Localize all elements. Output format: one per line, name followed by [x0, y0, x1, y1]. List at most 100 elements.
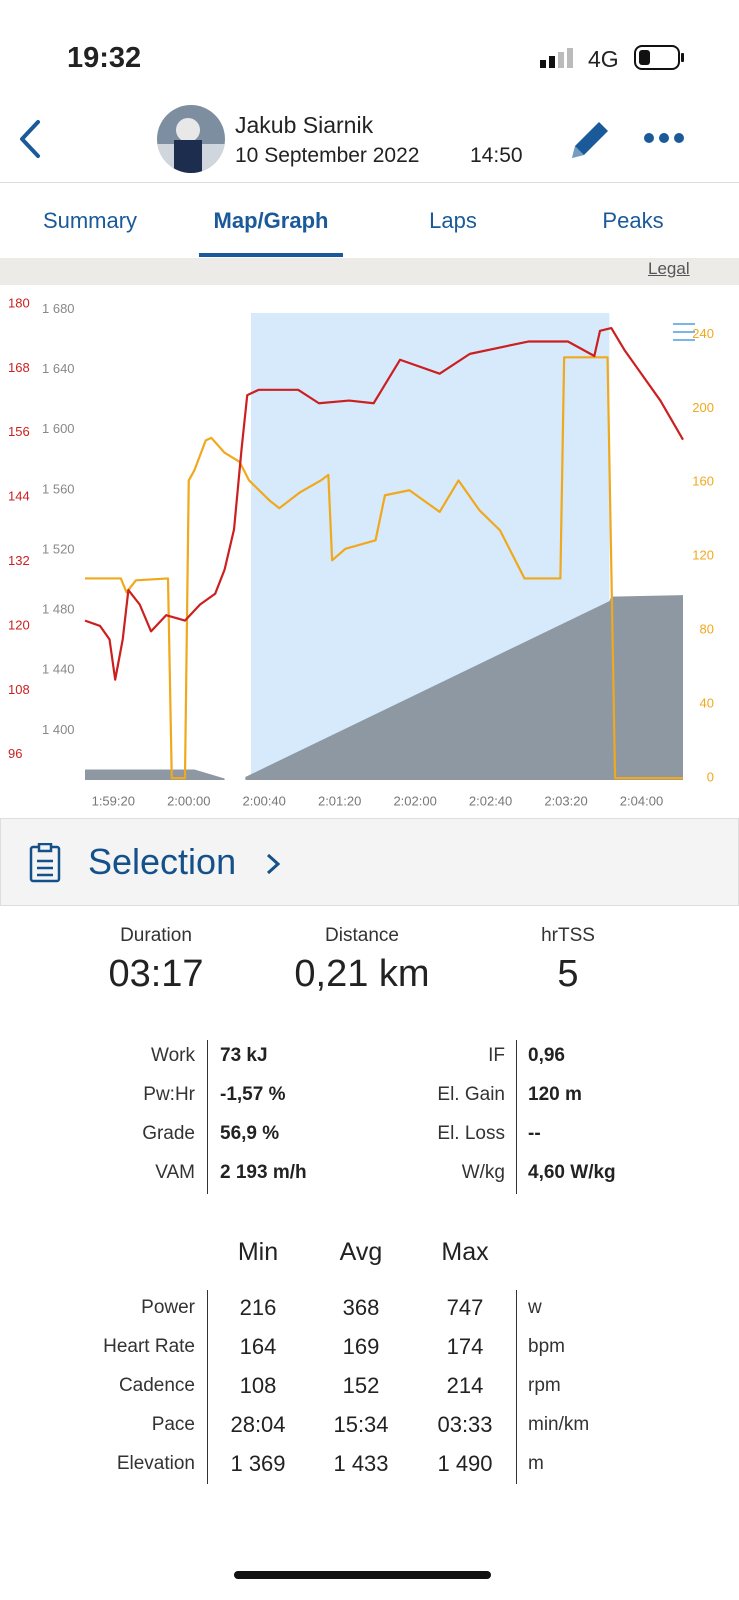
stats-min: 1 369 — [230, 1451, 286, 1476]
elevation-tick-label: 1 560 — [42, 481, 75, 496]
detail-label: Grade — [142, 1123, 195, 1144]
stats-label: Pace — [151, 1414, 195, 1435]
power-tick-label: 120 — [692, 548, 714, 563]
back-button[interactable] — [14, 118, 44, 160]
stats-header: Min — [237, 1238, 279, 1266]
stats-min: 28:04 — [230, 1412, 286, 1437]
x-tick-label: 2:03:20 — [544, 793, 587, 808]
power-tick-label: 240 — [692, 326, 714, 341]
divider — [207, 1040, 208, 1194]
map-strip[interactable]: Legal — [0, 258, 739, 285]
x-tick-label: 2:04:00 — [620, 793, 663, 808]
hr-tick-label: 132 — [8, 553, 30, 568]
hr-tick-label: 96 — [8, 746, 22, 761]
home-indicator — [234, 1571, 491, 1579]
detail-label: W/kg — [461, 1162, 505, 1183]
status-time: 19:32 — [67, 42, 142, 74]
stats-unit: min/km — [528, 1414, 590, 1435]
x-tick-label: 2:02:40 — [469, 793, 512, 808]
detail-label: Pw:Hr — [143, 1084, 195, 1105]
active-tab-indicator — [199, 253, 343, 257]
summary-value: 0,21 km — [294, 953, 430, 995]
stats-avg: 152 — [342, 1373, 380, 1398]
stats-avg: 169 — [342, 1334, 380, 1359]
detail-value: 4,60 W/kg — [528, 1162, 616, 1183]
selection-title[interactable]: Selection — [88, 841, 237, 882]
hr-tick-label: 108 — [8, 682, 30, 697]
stats-label: Cadence — [118, 1375, 195, 1396]
heart-rate-line — [84, 327, 684, 681]
stats-avg: 368 — [342, 1295, 380, 1320]
elevation-tick-label: 1 600 — [42, 421, 75, 436]
power-tick-label: 0 — [707, 770, 714, 785]
stats-label: Elevation — [116, 1453, 195, 1474]
power-tick-label: 80 — [700, 622, 714, 637]
x-tick-label: 2:02:00 — [393, 793, 436, 808]
stats-max: 1 490 — [437, 1451, 493, 1476]
summary-label: Distance — [325, 925, 399, 946]
power-tick-label: 200 — [692, 400, 714, 415]
selection-bar[interactable]: Selection — [0, 818, 739, 906]
divider — [516, 1040, 517, 1194]
stats-min: 164 — [239, 1334, 277, 1359]
summary-value: 03:17 — [108, 953, 204, 995]
detail-value: 73 kJ — [220, 1045, 268, 1066]
summary-label: Duration — [120, 925, 192, 946]
x-tick-label: 2:00:40 — [243, 793, 286, 808]
stats-max: 214 — [446, 1373, 484, 1398]
power-tick-label: 40 — [700, 696, 714, 711]
stats-label: Power — [141, 1297, 195, 1318]
detail-label: El. Gain — [437, 1084, 505, 1105]
tab[interactable]: Map/Graph — [213, 208, 329, 233]
chart-menu[interactable] — [672, 322, 696, 342]
edit-button[interactable] — [566, 116, 612, 164]
hr-tick-label: 168 — [8, 360, 30, 375]
elevation-tick-label: 1 520 — [42, 541, 75, 556]
detail-value: 0,96 — [528, 1045, 565, 1066]
summary-value: 5 — [557, 953, 579, 995]
divider — [0, 182, 739, 183]
summary-label: hrTSS — [541, 925, 595, 946]
avatar[interactable] — [156, 104, 226, 174]
detail-value: 2 193 m/h — [220, 1162, 307, 1183]
x-tick-label: 2:01:20 — [318, 793, 361, 808]
hr-tick-label: 180 — [8, 295, 30, 310]
stats-avg: 1 433 — [333, 1451, 389, 1476]
stats-unit: m — [528, 1453, 544, 1474]
detail-value: -- — [528, 1123, 541, 1144]
tab[interactable]: Summary — [42, 208, 138, 233]
stats-min: 216 — [239, 1295, 277, 1320]
stats-label: Heart Rate — [103, 1336, 195, 1357]
power-line — [85, 356, 683, 780]
tab[interactable]: Peaks — [602, 208, 664, 233]
detail-value: 56,9 % — [220, 1123, 280, 1144]
activity-time: 14:50 — [470, 144, 523, 167]
elevation-tick-label: 1 680 — [42, 301, 75, 316]
clipboard-icon — [29, 843, 61, 883]
signal-icon — [540, 48, 573, 68]
activity-date: 10 September 2022 — [235, 144, 420, 167]
stats-header: Avg — [339, 1238, 383, 1266]
chevron — [266, 853, 281, 875]
more-button[interactable] — [643, 131, 685, 145]
detail-value: -1,57 % — [220, 1084, 286, 1105]
x-tick-label: 2:00:00 — [167, 793, 210, 808]
divider — [516, 1290, 517, 1484]
detail-value: 120 m — [528, 1084, 582, 1105]
map-legal[interactable]: Legal — [648, 259, 690, 278]
detail-label: VAM — [155, 1162, 195, 1183]
stats-avg: 15:34 — [333, 1412, 389, 1437]
elevation-area — [85, 595, 683, 780]
divider — [207, 1290, 208, 1484]
stats-unit: bpm — [528, 1336, 565, 1357]
stats-unit: w — [528, 1297, 542, 1318]
hr-tick-label: 156 — [8, 424, 30, 439]
stats-min: 108 — [239, 1373, 277, 1398]
user-name: Jakub Siarnik — [235, 112, 374, 138]
hr-tick-label: 120 — [8, 617, 30, 632]
elevation-tick-label: 1 440 — [42, 662, 75, 677]
hr-tick-label: 144 — [8, 489, 30, 504]
tab[interactable]: Laps — [429, 208, 477, 233]
